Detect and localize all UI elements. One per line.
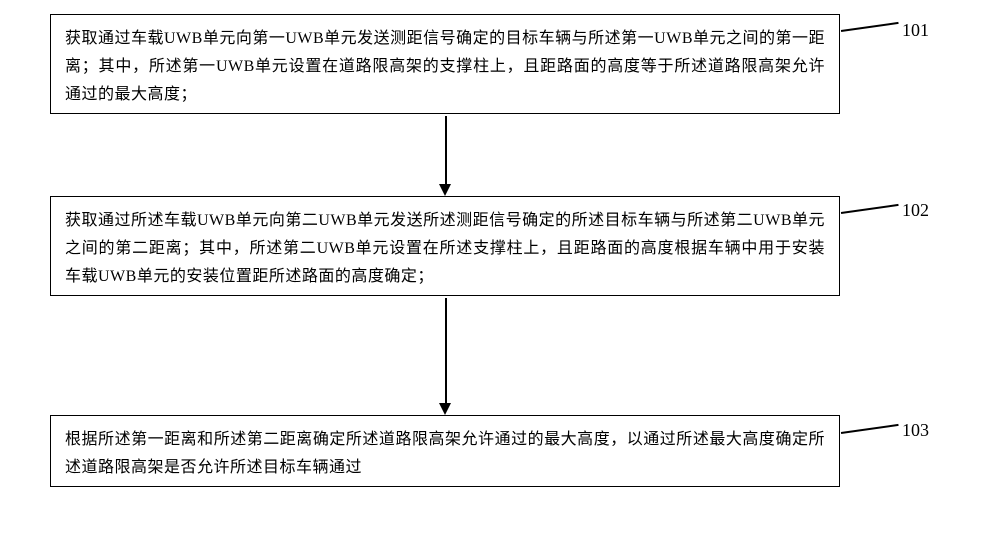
arrow-2-head [439,403,451,415]
connector-102 [841,204,899,214]
flowchart-container: 获取通过车载UWB单元向第一UWB单元发送测距信号确定的目标车辆与所述第一UWB… [0,0,1000,559]
step-103-text: 根据所述第一距离和所述第二距离确定所述道路限高架允许通过的最大高度，以通过所述最… [65,426,825,482]
arrow-1-head [439,184,451,196]
flowchart-step-102: 获取通过所述车载UWB单元向第二UWB单元发送所述测距信号确定的所述目标车辆与所… [50,196,840,296]
step-101-text: 获取通过车载UWB单元向第一UWB单元发送测距信号确定的目标车辆与所述第一UWB… [65,25,825,109]
arrow-1-line [445,116,447,184]
connector-103 [841,424,899,434]
step-102-text: 获取通过所述车载UWB单元向第二UWB单元发送所述测距信号确定的所述目标车辆与所… [65,207,825,291]
connector-101 [841,22,899,32]
flowchart-step-103: 根据所述第一距离和所述第二距离确定所述道路限高架允许通过的最大高度，以通过所述最… [50,415,840,487]
step-101-label: 101 [902,20,929,41]
arrow-2-line [445,298,447,403]
step-102-label: 102 [902,200,929,221]
step-103-label: 103 [902,420,929,441]
flowchart-step-101: 获取通过车载UWB单元向第一UWB单元发送测距信号确定的目标车辆与所述第一UWB… [50,14,840,114]
